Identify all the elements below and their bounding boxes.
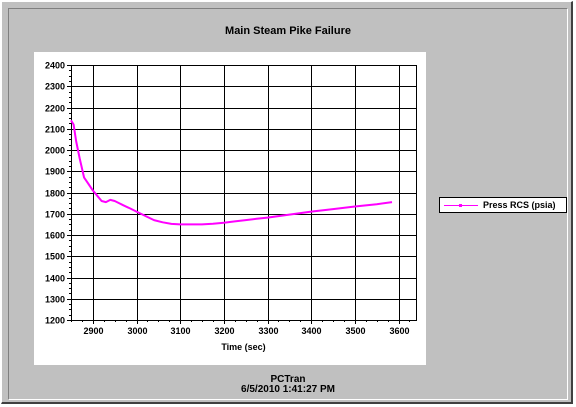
- plot-border: [71, 65, 417, 321]
- chart-svg: 2900 3000 3100 3200 3300 3400 3500 3600 1200 1300…: [45, 61, 417, 352]
- x-tick-label: 3300: [258, 326, 278, 336]
- y-tick-label: 1800: [45, 189, 65, 199]
- y-tick-label: 2200: [45, 104, 65, 114]
- y-tick-label: 1400: [45, 274, 65, 284]
- y-tick-label: 1900: [45, 167, 65, 177]
- y-tick-label: 2000: [45, 146, 65, 156]
- y-tick-label: 1700: [45, 210, 65, 220]
- series-line-press-rcs: [70, 119, 393, 226]
- y-tick-label: 2100: [45, 125, 65, 135]
- x-axis-label: Time (sec): [221, 342, 265, 352]
- y-tick-label: 2400: [45, 61, 65, 71]
- x-tick-label: 3200: [214, 326, 234, 336]
- chart-legend: Press RCS (psia): [439, 197, 567, 213]
- y-tick-label: 1300: [45, 295, 65, 305]
- x-tick-label: 3600: [389, 326, 409, 336]
- x-tick-label: 2900: [83, 326, 103, 336]
- plot-area: [71, 65, 416, 320]
- x-tick-label: 3500: [345, 326, 365, 336]
- plot-panel: 2900 3000 3100 3200 3300 3400 3500 3600 1200 1300…: [34, 52, 426, 365]
- legend-label: Press RCS (psia): [483, 200, 556, 210]
- y-tick-label: 1600: [45, 231, 65, 241]
- x-tick-label: 3000: [127, 326, 147, 336]
- x-tick-label: 3400: [301, 326, 321, 336]
- chart-title: Main Steam Pike Failure: [225, 25, 351, 37]
- x-tick-label: 3100: [170, 326, 190, 336]
- y-tick-label: 2300: [45, 82, 65, 92]
- y-tick-label: 1500: [45, 252, 65, 262]
- chart-frame: Main Steam Pike Failure 2900 3000 3100 3200…: [8, 8, 568, 400]
- y-tick-label: 1200: [45, 316, 65, 326]
- footer-timestamp: 6/5/2010 1:41:27 PM: [241, 384, 335, 395]
- footer-app-name: PCTran: [270, 374, 306, 385]
- legend-marker: [459, 204, 462, 207]
